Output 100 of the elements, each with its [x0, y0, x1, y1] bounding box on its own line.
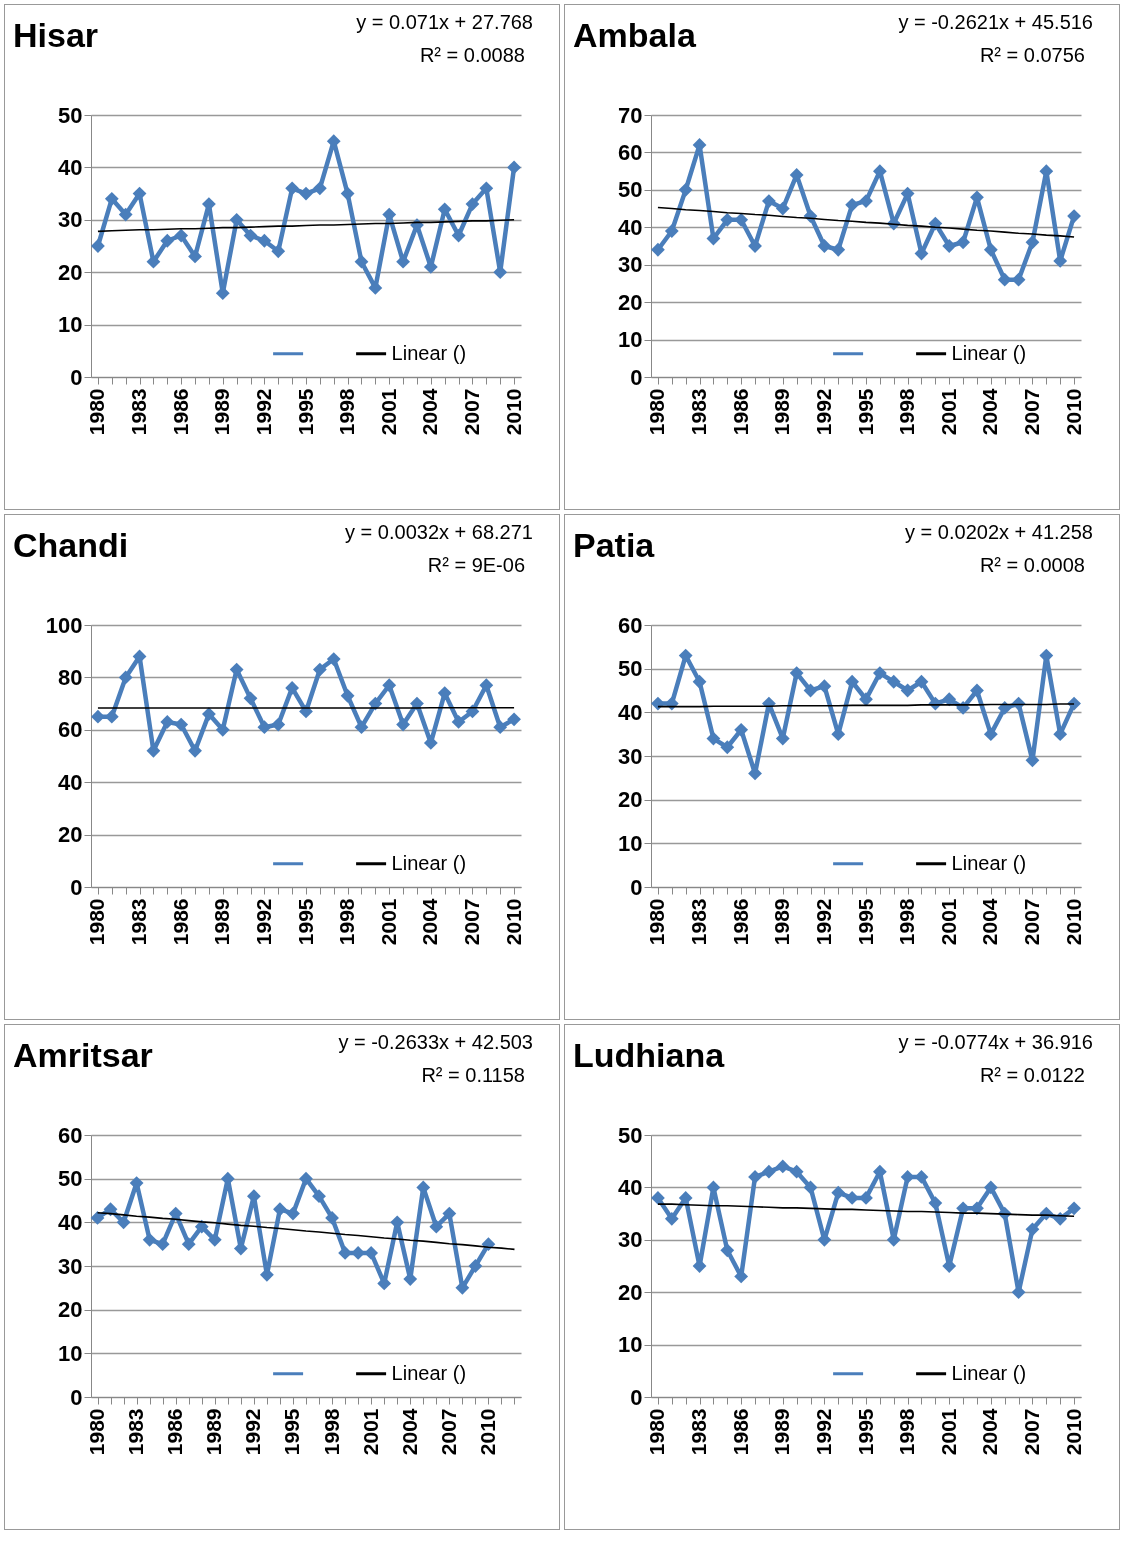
x-tick-label: 1980: [85, 1408, 109, 1456]
y-tick-label: 20: [58, 259, 83, 285]
x-tick-label: 1995: [280, 1408, 304, 1456]
point: [132, 186, 147, 201]
point: [692, 674, 707, 689]
x-tick-label: 1992: [811, 898, 835, 946]
point: [734, 722, 749, 737]
x-tick-label: 1998: [335, 898, 359, 946]
x-tick-label: 1992: [241, 1408, 265, 1456]
chart-title: Amritsar: [13, 1036, 153, 1074]
point: [664, 696, 679, 711]
legend-label: Linear (): [951, 1361, 1027, 1384]
chart-title: Patia: [573, 526, 656, 564]
x-tick-label: 1983: [687, 1408, 711, 1456]
y-tick-label: 50: [58, 102, 83, 128]
x-tick-label: 1989: [770, 388, 794, 436]
x-tick-label: 1995: [853, 1408, 877, 1456]
legend-label: Linear (): [951, 341, 1027, 364]
y-tick-label: 10: [58, 1340, 83, 1366]
x-tick-label: 2001: [358, 1408, 382, 1456]
x-tick-label: 2010: [475, 1408, 499, 1456]
point: [271, 717, 286, 732]
chart-title: Chandi: [13, 526, 129, 564]
point: [155, 1237, 170, 1252]
x-tick-label: 1983: [127, 898, 151, 946]
point: [997, 701, 1012, 715]
text: y = 0.0032x + 68.271: [345, 521, 533, 543]
x-tick-label: 1986: [163, 1408, 187, 1456]
y-tick-label: 60: [618, 139, 643, 165]
y-tick-label: 10: [618, 830, 643, 856]
chart-title: Ambala: [573, 16, 697, 54]
point: [720, 1243, 735, 1258]
y-tick-label: 10: [58, 312, 83, 338]
point: [1025, 235, 1040, 250]
point: [368, 281, 383, 295]
legend-label: Linear (): [391, 341, 467, 364]
point: [678, 182, 693, 197]
legend-label: Linear (): [391, 1361, 467, 1384]
y-tick-label: 0: [630, 874, 643, 900]
y-tick-label: 20: [618, 289, 643, 315]
text: R² = 0.0122: [979, 1064, 1085, 1086]
point: [188, 743, 202, 758]
y-tick-label: 70: [618, 102, 643, 128]
point: [734, 212, 749, 227]
x-tick-label: 1998: [895, 898, 919, 946]
point: [1011, 272, 1026, 287]
chart-title: Hisar: [13, 16, 99, 54]
point: [229, 212, 244, 227]
text: y = -0.2621x + 45.516: [898, 11, 1093, 33]
x-tick-label: 2004: [418, 388, 442, 436]
x-tick-label: 2001: [376, 388, 400, 436]
y-tick-label: 50: [618, 177, 643, 203]
point: [762, 1164, 776, 1179]
point: [493, 720, 508, 735]
x-tick-label: 1986: [168, 388, 192, 436]
point: [257, 233, 272, 248]
point: [479, 181, 494, 196]
x-tick-label: 2004: [978, 1408, 1002, 1456]
y-tick-label: 50: [618, 1122, 643, 1148]
point: [382, 678, 397, 693]
y-tick-label: 0: [70, 1384, 83, 1410]
x-tick-label: 2001: [936, 898, 960, 946]
point: [202, 197, 216, 211]
point: [285, 181, 300, 196]
x-tick-label: 1992: [251, 898, 275, 946]
point: [831, 1185, 846, 1200]
point: [103, 1202, 118, 1217]
point: [845, 197, 860, 212]
point: [437, 202, 452, 217]
x-tick-label: 1998: [895, 1408, 919, 1456]
point: [692, 138, 707, 152]
point: [720, 212, 735, 227]
x-tick-label: 2010: [1061, 1408, 1085, 1456]
point: [692, 1259, 707, 1273]
x-tick-label: 1983: [687, 898, 711, 946]
point: [817, 239, 832, 253]
point: [202, 707, 216, 721]
y-tick-label: 20: [618, 787, 643, 813]
point: [468, 1259, 483, 1273]
point: [312, 662, 327, 677]
point: [299, 186, 313, 201]
y-tick-label: 100: [45, 612, 83, 638]
point: [396, 717, 410, 732]
point: [970, 683, 984, 698]
x-tick-label: 1980: [645, 1408, 669, 1456]
point: [146, 254, 161, 269]
y-tick-label: 20: [618, 1279, 643, 1305]
text: y = 0.0202x + 41.258: [905, 521, 1093, 543]
point: [174, 228, 189, 243]
point: [900, 683, 915, 698]
x-tick-label: 1989: [770, 898, 794, 946]
point: [678, 648, 693, 663]
x-tick-label: 1989: [210, 898, 234, 946]
y-tick-label: 60: [58, 717, 83, 743]
x-tick-label: 2001: [936, 1408, 960, 1456]
point: [312, 1189, 326, 1204]
y-tick-label: 10: [618, 1332, 643, 1358]
x-tick-label: 2001: [936, 388, 960, 436]
text: R² = 0.0008: [979, 554, 1085, 576]
point: [207, 1232, 222, 1247]
